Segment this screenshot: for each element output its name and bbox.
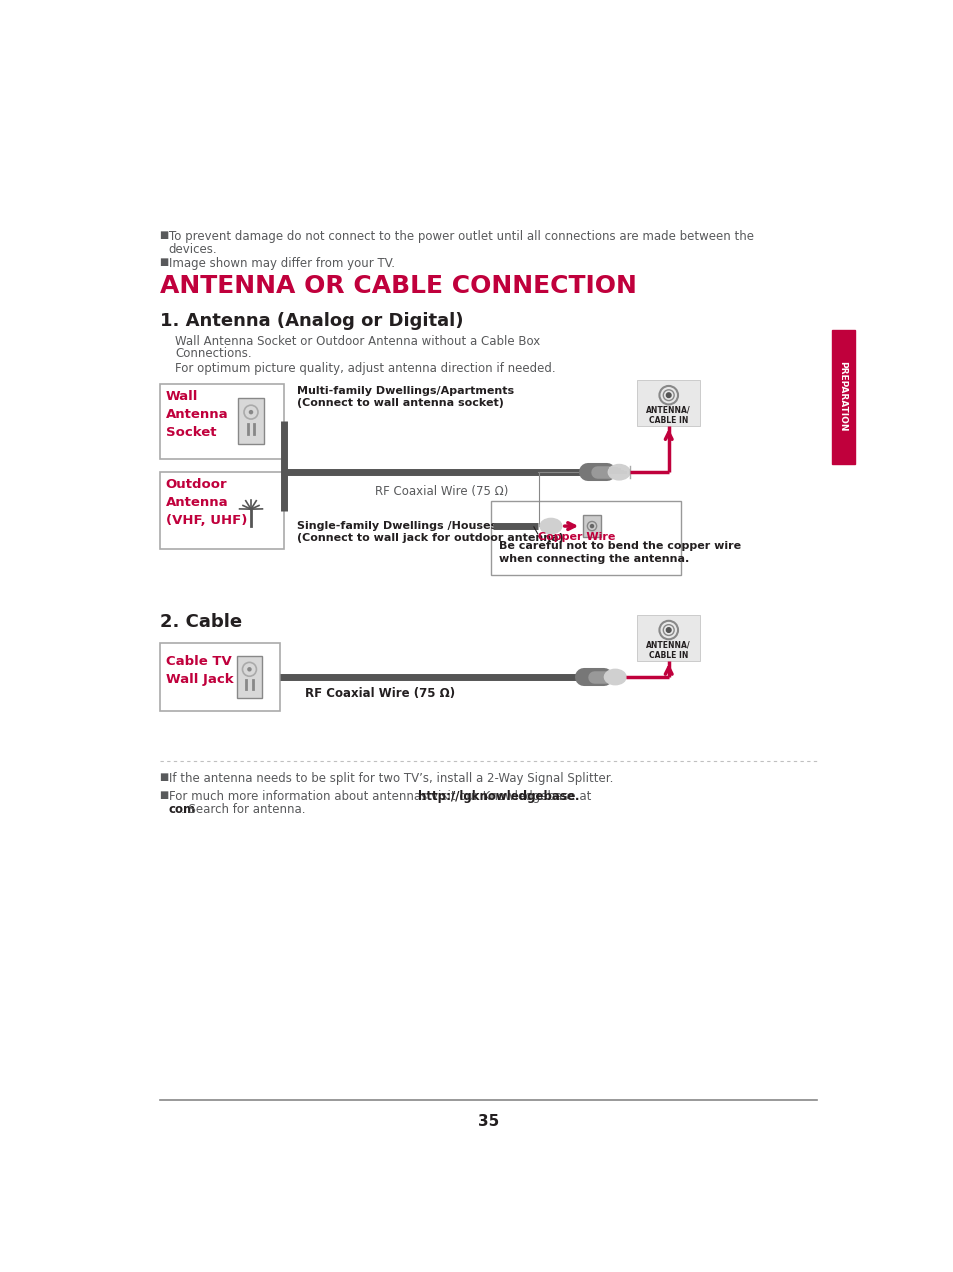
- Text: Connections.: Connections.: [174, 347, 252, 360]
- Text: ■: ■: [159, 230, 169, 239]
- Text: ■: ■: [159, 790, 169, 800]
- Bar: [237, 398, 264, 444]
- Text: RF Coaxial Wire (75 Ω): RF Coaxial Wire (75 Ω): [375, 486, 508, 499]
- Bar: [637, 380, 700, 426]
- Text: For optimum picture quality, adjust antenna direction if needed.: For optimum picture quality, adjust ante…: [174, 363, 555, 375]
- Text: 1. Antenna (Analog or Digital): 1. Antenna (Analog or Digital): [159, 312, 462, 329]
- Text: For much more information about antennas visit our Knowledgebase at: For much more information about antennas…: [169, 790, 595, 803]
- Text: RF Coaxial Wire (75 Ω): RF Coaxial Wire (75 Ω): [305, 687, 455, 700]
- Text: Wall Antenna Socket or Outdoor Antenna without a Cable Box: Wall Antenna Socket or Outdoor Antenna w…: [174, 335, 539, 349]
- Text: ■: ■: [159, 257, 169, 267]
- Bar: [159, 644, 279, 711]
- Ellipse shape: [608, 464, 629, 480]
- Bar: [159, 384, 283, 459]
- Text: PREPARATION: PREPARATION: [838, 361, 846, 432]
- Bar: [831, 329, 855, 464]
- Text: . Search for antenna.: . Search for antenna.: [181, 803, 305, 815]
- Ellipse shape: [604, 669, 625, 684]
- Text: Be careful not to bend the copper wire: Be careful not to bend the copper wire: [498, 542, 740, 552]
- Text: ANTENNA/
CABLE IN: ANTENNA/ CABLE IN: [646, 406, 690, 425]
- Text: when connecting the antenna.: when connecting the antenna.: [498, 553, 688, 563]
- Text: Single-family Dwellings /Houses: Single-family Dwellings /Houses: [297, 520, 497, 530]
- Bar: [582, 515, 600, 537]
- Circle shape: [666, 627, 670, 632]
- Text: 35: 35: [477, 1113, 499, 1128]
- Text: com: com: [169, 803, 195, 815]
- Text: Outdoor
Antenna
(VHF, UHF): Outdoor Antenna (VHF, UHF): [166, 478, 247, 528]
- Circle shape: [248, 668, 251, 670]
- Text: ■: ■: [159, 772, 169, 782]
- Circle shape: [249, 411, 253, 413]
- Text: Copper Wire: Copper Wire: [537, 532, 615, 542]
- Text: Wall
Antenna
Socket: Wall Antenna Socket: [166, 389, 228, 439]
- Circle shape: [666, 393, 670, 397]
- Text: 2. Cable: 2. Cable: [159, 613, 241, 631]
- Text: (Connect to wall jack for outdoor antenna): (Connect to wall jack for outdoor antenn…: [297, 533, 563, 543]
- Circle shape: [590, 524, 593, 528]
- Bar: [637, 614, 700, 661]
- Bar: [491, 501, 680, 575]
- Text: (Connect to wall antenna socket): (Connect to wall antenna socket): [297, 398, 504, 408]
- Text: ANTENNA/
CABLE IN: ANTENNA/ CABLE IN: [646, 641, 690, 660]
- Bar: [159, 472, 283, 550]
- Text: http://lgknowledgebase.: http://lgknowledgebase.: [417, 790, 578, 803]
- Text: If the antenna needs to be split for two TV’s, install a 2-Way Signal Splitter.: If the antenna needs to be split for two…: [169, 772, 613, 786]
- Bar: [236, 656, 261, 698]
- Text: Image shown may differ from your TV.: Image shown may differ from your TV.: [169, 257, 395, 270]
- Text: To prevent damage do not connect to the power outlet until all connections are m: To prevent damage do not connect to the …: [169, 230, 753, 243]
- Text: Multi-family Dwellings/Apartments: Multi-family Dwellings/Apartments: [297, 385, 514, 396]
- Text: ANTENNA OR CABLE CONNECTION: ANTENNA OR CABLE CONNECTION: [159, 275, 636, 299]
- Ellipse shape: [539, 519, 561, 534]
- Text: devices.: devices.: [169, 243, 217, 256]
- Text: Cable TV
Wall Jack: Cable TV Wall Jack: [166, 655, 233, 687]
